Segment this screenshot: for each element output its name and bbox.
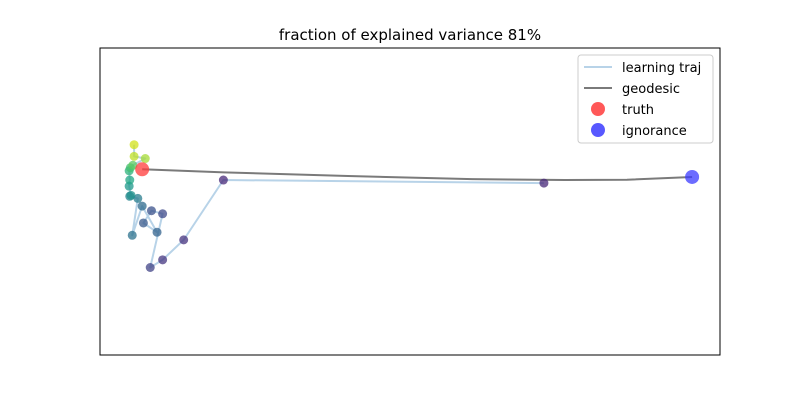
legend-truth-label: truth — [622, 103, 654, 118]
learning-traj-point-11 — [133, 193, 143, 203]
geodesic-line — [142, 168, 693, 182]
learning-traj-point-2 — [179, 235, 189, 245]
learning-traj-point-3 — [158, 255, 168, 265]
learning-traj-point-10 — [127, 230, 137, 240]
learning-traj-point-19 — [140, 154, 150, 164]
learning-traj-point-15 — [125, 175, 135, 185]
learning-traj-point-5 — [158, 209, 168, 219]
learning-traj-point-0 — [539, 178, 549, 188]
legend-ignorance-swatch — [591, 123, 605, 137]
learning-traj-point-7 — [138, 218, 148, 228]
chart-title: fraction of explained variance 81% — [279, 26, 541, 44]
legend: learning traj geodesic truth ignorance — [577, 54, 714, 144]
learning-traj-point-21 — [129, 140, 139, 150]
plot-marks — [124, 140, 700, 273]
legend-frame — [577, 54, 714, 144]
learning-traj-point-20 — [129, 151, 139, 161]
learning-traj-point-9 — [137, 201, 147, 211]
ignorance-point — [685, 169, 700, 184]
learning-traj-point-1 — [218, 175, 228, 185]
legend-geodesic-label: geodesic — [622, 82, 680, 97]
learning-traj-point-13 — [126, 190, 136, 200]
legend-learning-traj-label: learning traj — [622, 61, 701, 76]
learning-traj-point-6 — [146, 206, 156, 216]
learning-traj-point-8 — [152, 227, 162, 237]
truth-point — [135, 162, 150, 177]
legend-truth-swatch — [591, 102, 605, 116]
learning-traj-point-4 — [145, 263, 155, 273]
learning-traj-point-18 — [128, 160, 138, 170]
legend-ignorance-label: ignorance — [622, 124, 687, 139]
